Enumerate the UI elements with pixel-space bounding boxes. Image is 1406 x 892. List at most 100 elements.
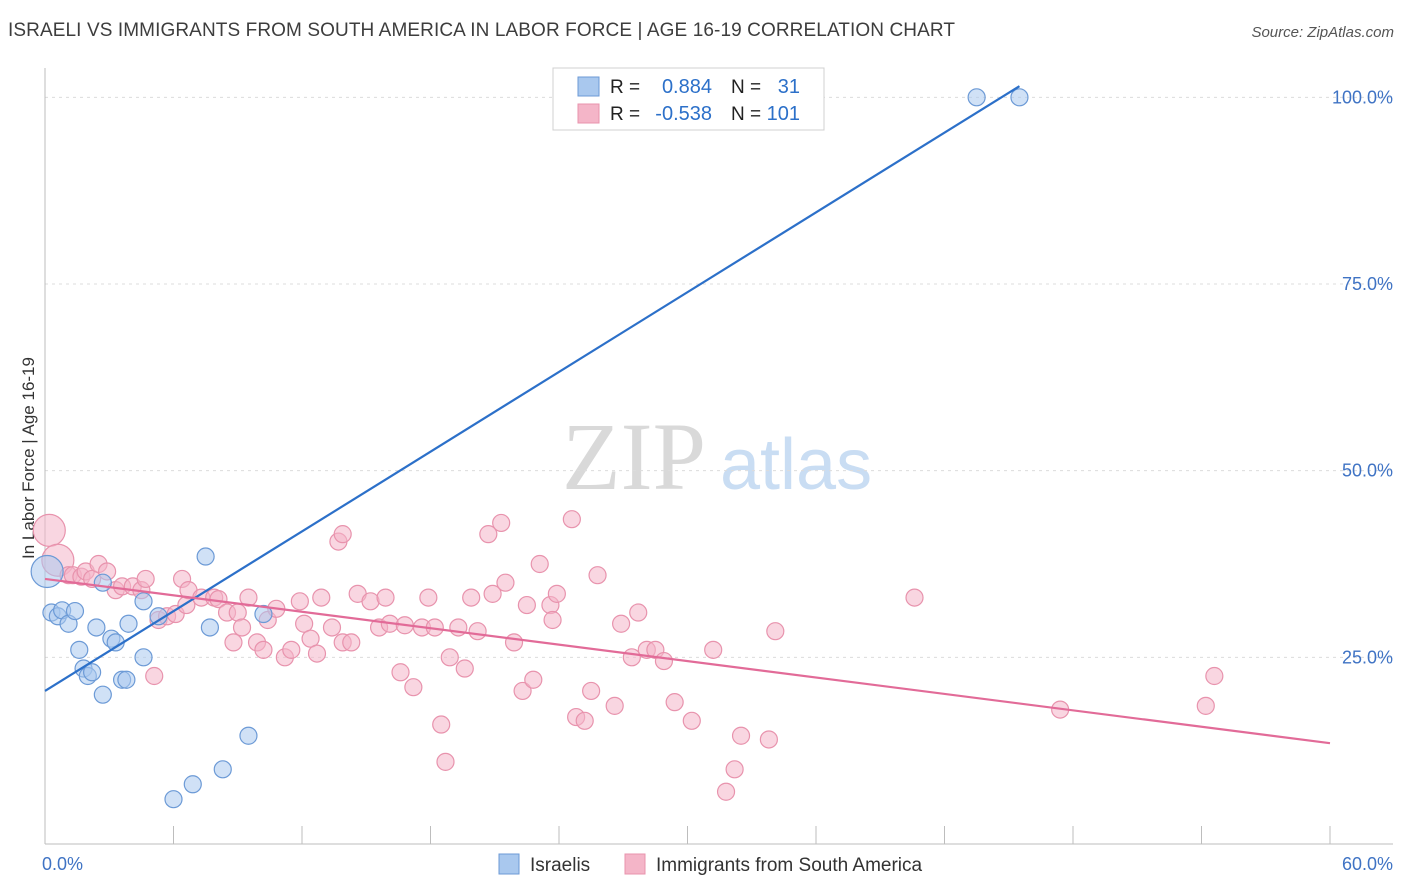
y-tick-label-100: 100.0% <box>1332 87 1393 107</box>
immigrants-point <box>704 640 723 659</box>
watermark-zip: ZIP <box>562 403 706 510</box>
immigrants-point <box>312 588 331 607</box>
bottom-legend-swatch-immigrants <box>624 853 646 875</box>
axes <box>44 68 1393 845</box>
immigrants-point <box>282 640 301 659</box>
israelis-point <box>213 760 232 779</box>
legend-r-label-2: R = <box>610 104 640 125</box>
immigrants-point <box>404 678 423 697</box>
immigrants-point <box>513 681 532 701</box>
immigrants-point <box>725 760 744 779</box>
immigrants-point <box>582 681 601 701</box>
immigrants-point <box>524 670 543 689</box>
immigrants-point <box>629 603 648 622</box>
immigrants-point <box>136 569 155 589</box>
immigrants-point <box>440 648 459 667</box>
immigrants-point <box>290 592 309 611</box>
immigrants-point <box>1196 696 1215 715</box>
immigrants-point <box>254 640 273 659</box>
immigrants-point <box>588 566 607 585</box>
immigrants-point <box>361 592 380 611</box>
legend-n-label-2: N = <box>731 104 761 125</box>
legend-n-value-2: 101 <box>767 103 800 125</box>
watermark-atlas: atlas <box>720 425 872 505</box>
legend-swatch-israelis <box>577 76 600 97</box>
immigrants-point <box>622 648 641 667</box>
immigrants-point <box>716 782 736 801</box>
immigrants-point <box>504 633 524 652</box>
bottom-legend-label-israelis: Israelis <box>530 855 590 876</box>
israelis-point <box>87 618 106 637</box>
immigrants-point <box>483 584 502 603</box>
immigrants-point <box>530 554 549 574</box>
bottom-legend-label-immigrants: Immigrants from South America <box>656 855 923 876</box>
immigrants-point <box>543 610 562 630</box>
immigrants-point <box>759 730 778 749</box>
immigrants-point <box>376 588 395 607</box>
israelis-point <box>134 592 153 611</box>
grid-lines <box>45 96 1393 658</box>
chart-title: ISRAELI VS IMMIGRANTS FROM SOUTH AMERICA… <box>8 20 956 41</box>
israelis-trend-line <box>44 85 1021 692</box>
x-tick-label-min: 0.0% <box>42 854 83 874</box>
israelis-point <box>65 601 85 621</box>
y-tick-label-25: 25.0% <box>1342 647 1393 667</box>
source-label: Source: ZipAtlas.com <box>1251 24 1394 41</box>
immigrants-point <box>322 618 342 637</box>
immigrants-point <box>479 525 498 544</box>
y-axis-label: In Labor Force | Age 16-19 <box>19 357 38 559</box>
immigrants-point <box>333 525 352 544</box>
israelis-point <box>93 573 112 592</box>
israelis-points <box>30 88 1029 809</box>
immigrants-point <box>228 603 247 622</box>
israelis-point <box>134 648 153 667</box>
israelis-point <box>967 88 986 107</box>
immigrants-point <box>731 726 751 745</box>
israelis-point <box>1010 88 1029 107</box>
israelis-point <box>254 604 273 624</box>
israelis-point <box>239 726 258 745</box>
bottom-legend-swatch-israelis <box>498 853 520 875</box>
israelis-point <box>164 790 183 809</box>
trend-lines <box>44 85 1331 745</box>
israelis-point <box>83 663 102 682</box>
immigrants-point <box>612 614 631 633</box>
immigrants-point <box>605 696 624 715</box>
legend-r-label-1: R = <box>610 77 640 98</box>
immigrants-point <box>517 595 536 615</box>
israelis-point <box>30 554 64 589</box>
y-tick-label-75: 75.0% <box>1342 274 1393 294</box>
immigrants-point <box>224 633 243 652</box>
immigrants-point <box>239 588 258 607</box>
immigrants-point <box>665 693 684 712</box>
legend-r-value-2: -0.538 <box>655 103 712 125</box>
immigrants-point <box>145 666 164 686</box>
immigrants-point <box>307 644 327 663</box>
correlation-legend: R = 0.884 N = 31 R = -0.538 N = 101 <box>552 67 825 131</box>
israelis-point <box>70 640 89 659</box>
immigrants-point <box>432 715 451 734</box>
immigrants-points <box>32 510 1224 801</box>
immigrants-point <box>492 513 511 533</box>
immigrants-trend-line <box>44 577 1331 745</box>
immigrants-point <box>455 659 474 678</box>
legend-r-value-1: 0.884 <box>662 76 712 98</box>
immigrants-point <box>1205 666 1224 686</box>
immigrants-point <box>496 573 515 592</box>
legend-n-label-1: N = <box>731 77 761 98</box>
israelis-point <box>200 618 220 637</box>
immigrants-point <box>342 633 361 652</box>
immigrants-point <box>905 588 924 607</box>
y-tick-labels: 25.0% 50.0% 75.0% 100.0% <box>1332 87 1393 667</box>
x-tick-label-max: 60.0% <box>1342 854 1393 874</box>
israelis-point <box>117 670 136 689</box>
y-tick-label-50: 50.0% <box>1342 461 1393 481</box>
immigrants-point <box>562 510 581 529</box>
immigrants-point <box>391 663 410 682</box>
immigrants-point <box>462 588 481 607</box>
israelis-point <box>93 685 112 704</box>
legend-n-value-1: 31 <box>778 76 800 98</box>
immigrants-point <box>419 588 438 607</box>
immigrants-point <box>766 622 785 641</box>
